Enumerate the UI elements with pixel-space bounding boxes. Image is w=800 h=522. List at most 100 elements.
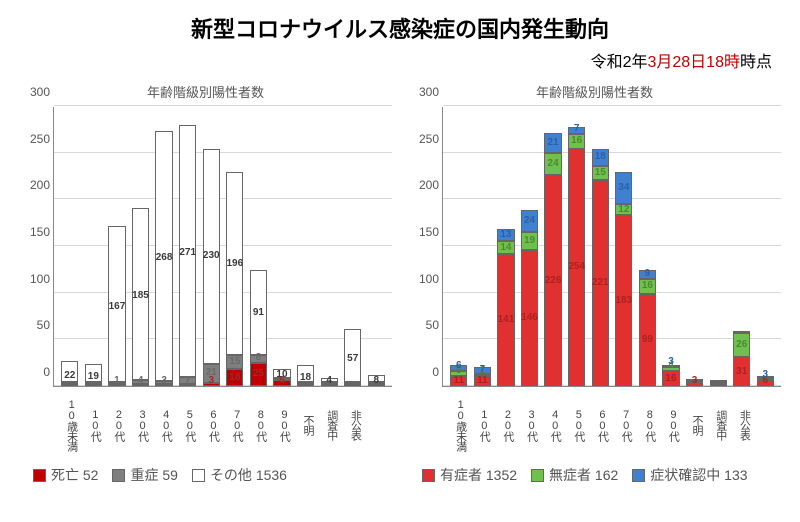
- xtick-label: [754, 389, 776, 461]
- right-chart: 年齢階級別陽性者数 050100150200250300115611171411…: [404, 78, 785, 485]
- ytick-label: 150: [20, 225, 50, 239]
- value-label: 10: [276, 370, 287, 380]
- legend-label: 無症者 162: [549, 465, 618, 485]
- xtick-label: 非公表: [342, 389, 364, 461]
- legend-item: 無症者 162: [531, 465, 618, 485]
- value-label: 271: [179, 248, 196, 258]
- xtick-label: 40代: [153, 389, 175, 461]
- right-subtitle: 年齢階級別陽性者数: [404, 82, 785, 101]
- bar-col: 4 185: [130, 208, 152, 386]
- bar-col: 19: [83, 364, 105, 386]
- value-label: 24: [548, 159, 559, 169]
- value-label: 18: [595, 152, 606, 162]
- value-label: 185: [132, 291, 149, 301]
- bar-col: 321230: [200, 149, 222, 386]
- value-label: 7: [574, 124, 580, 134]
- legend-swatch: [33, 469, 46, 482]
- xtick-label: [365, 389, 387, 461]
- bar-segment-death: [61, 384, 78, 386]
- value-label: 31: [736, 367, 747, 377]
- legend-swatch: [422, 469, 435, 482]
- value-label: 99: [642, 335, 653, 345]
- legend-label: 重症 59: [130, 465, 177, 485]
- ytick-label: 250: [20, 132, 50, 146]
- legend-item: 有症者 1352: [422, 465, 517, 485]
- value-label: 146: [521, 313, 538, 323]
- xtick-label: 20代: [105, 389, 127, 461]
- value-label: 13: [500, 230, 511, 240]
- legend-item: 症状確認中 133: [632, 465, 747, 485]
- value-label: 221: [592, 278, 609, 288]
- bar-col: 31 26: [731, 331, 753, 386]
- bar-col: 63: [755, 376, 777, 386]
- ytick-label: 200: [409, 178, 439, 192]
- xtick-label: 70代: [223, 389, 245, 461]
- left-xlabels: 10歳未満10代20代30代40代50代60代70代80代90代不明調査中非公表: [53, 387, 392, 461]
- value-label: 26: [736, 340, 747, 350]
- bar-col: 1643: [660, 365, 682, 386]
- value-label: 1: [114, 376, 120, 386]
- left-chart: 年齢階級別陽性者数 050100150200250300221911674185…: [15, 78, 396, 485]
- xtick-label: 80代: [636, 389, 658, 461]
- value-label: 34: [618, 183, 629, 193]
- xtick-label: 不明: [294, 389, 316, 461]
- value-label: 19: [88, 372, 99, 382]
- value-label: 167: [109, 302, 126, 312]
- value-label: 7: [480, 365, 486, 375]
- legend-label: 症状確認中 133: [650, 465, 747, 485]
- xtick-label: 10代: [471, 389, 493, 461]
- value-label: 11: [477, 376, 488, 386]
- bar-col: 7 271: [177, 125, 199, 386]
- value-label: 91: [253, 308, 264, 318]
- xtick-label: 60代: [200, 389, 222, 461]
- value-label: 3: [692, 376, 698, 386]
- right-xlabels: 10歳未満10代20代30代40代50代60代70代80代90代不明調査中非公表: [442, 387, 781, 461]
- bar-segment-death: [297, 384, 314, 386]
- ytick-label: 300: [409, 85, 439, 99]
- bar-col: 146 19 24: [519, 210, 541, 386]
- left-plot: 0501001502002503002219116741853268727132…: [53, 107, 392, 387]
- timestamp: 令和2年3月28日18時時点: [0, 48, 800, 78]
- xtick-label: 60代: [589, 389, 611, 461]
- bar-segment-death: [344, 384, 361, 386]
- value-label: 4: [138, 376, 144, 386]
- legend-item: 重症 59: [112, 465, 177, 485]
- value-label: 24: [524, 216, 535, 226]
- timestamp-prefix: 令和2年: [591, 54, 648, 71]
- value-label: 11: [453, 376, 464, 386]
- legend-swatch: [531, 469, 544, 482]
- right-legend: 有症者 1352 無症者 162 症状確認中 133: [422, 465, 785, 485]
- value-label: 15: [229, 357, 240, 367]
- value-label: 25: [253, 369, 264, 379]
- value-label: 3: [161, 376, 167, 386]
- value-label: 16: [665, 374, 676, 384]
- bar-col: 4: [318, 378, 340, 386]
- bar-col: 3: [684, 379, 706, 386]
- bar-col: 18: [295, 365, 317, 386]
- ytick-label: 50: [409, 318, 439, 332]
- value-label: 9: [645, 269, 651, 279]
- value-label: 226: [545, 276, 562, 286]
- ytick-label: 100: [20, 272, 50, 286]
- value-label: 268: [156, 253, 173, 263]
- value-label: 4: [326, 376, 332, 386]
- value-label: 3: [763, 370, 769, 380]
- charts-row: 年齢階級別陽性者数 050100150200250300221911674185…: [0, 78, 800, 485]
- value-label: 7: [185, 376, 191, 386]
- ytick-label: 0: [409, 365, 439, 379]
- bar-col: 99169: [637, 270, 659, 386]
- value-label: 196: [226, 259, 243, 269]
- value-label: 8: [256, 353, 262, 363]
- legend-swatch: [112, 469, 125, 482]
- bar-col: 8: [366, 375, 388, 386]
- value-label: 19: [524, 236, 535, 246]
- xtick-label: 調査中: [707, 389, 729, 461]
- legend-swatch: [632, 469, 645, 482]
- value-label: 16: [571, 136, 582, 146]
- xtick-label: 40代: [542, 389, 564, 461]
- timestamp-highlight: 3月28日18時: [647, 54, 740, 71]
- ytick-label: 100: [409, 272, 439, 286]
- xtick-label: 30代: [518, 389, 540, 461]
- ytick-label: 150: [409, 225, 439, 239]
- value-label: 21: [206, 368, 217, 378]
